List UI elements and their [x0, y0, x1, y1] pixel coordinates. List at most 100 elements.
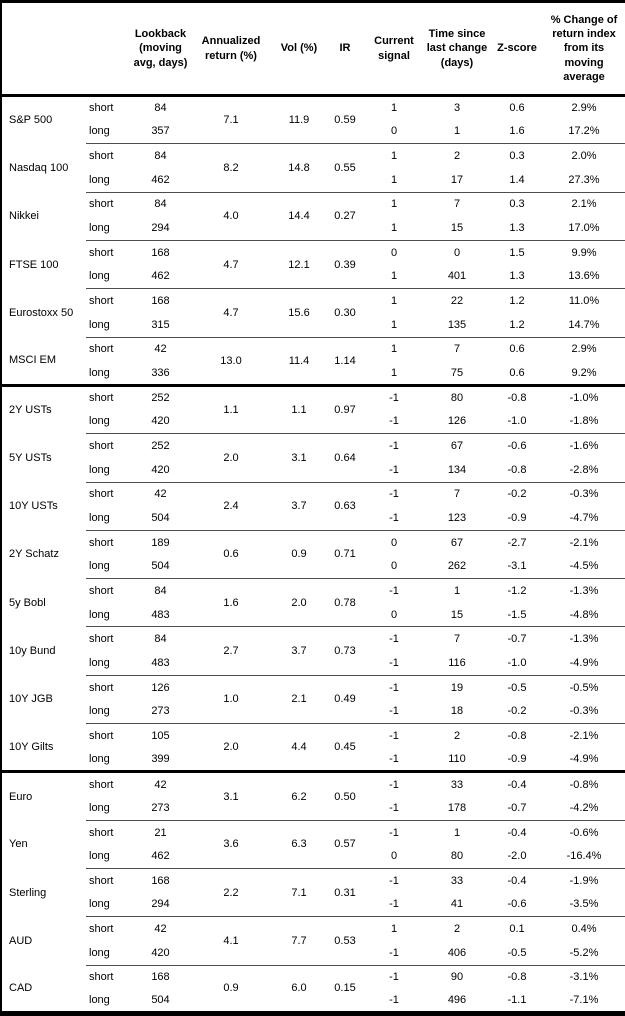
vol-value: 3.7 — [273, 626, 325, 676]
time-since-change-value: 33 — [423, 770, 491, 797]
time-since-change-value: 67 — [423, 433, 491, 458]
time-since-change-value: 7 — [423, 191, 491, 217]
vol-value: 12.1 — [273, 239, 325, 289]
time-since-change-value: 90 — [423, 964, 491, 990]
lookback-value: 504 — [151, 511, 170, 524]
z-score-value: -0.7 — [507, 801, 527, 814]
time-since-change-value: 7 — [423, 481, 491, 507]
signal-value: -1 — [389, 463, 399, 476]
table-row: AUD short 42 4.1 7.7 0.53 1 2 0.1 0.4% — [1, 916, 625, 966]
time-since-change-value: 116 — [448, 656, 466, 669]
horizon-label: short — [86, 626, 132, 652]
signal-value: -1 — [365, 819, 423, 845]
ir-value: 0.63 — [325, 481, 365, 531]
time-since-change-value: 496 — [447, 994, 467, 1007]
lookback-value: 420 — [151, 946, 170, 959]
pct-change-value: 9.9% — [543, 239, 625, 265]
lookback-value: 294 — [151, 898, 170, 911]
lookback-value: 42 — [132, 916, 189, 941]
time-since-change-value: 123 — [447, 511, 467, 524]
lookback-value: 168 — [132, 867, 189, 893]
time-since-change-value: 41 — [450, 898, 464, 911]
lookback-value: 462 — [151, 270, 170, 283]
horizon-label: long — [89, 415, 110, 428]
signal-value: 1 — [365, 143, 423, 168]
time-since-change-value: 80 — [450, 850, 464, 863]
table-row: long 273 -1 18 -0.2 -0.3% — [1, 699, 625, 723]
annualized-return-value: 1.6 — [189, 578, 273, 627]
pct-change-value: -2.8% — [569, 463, 599, 476]
pct-change-value: 17.2% — [568, 125, 600, 138]
z-score-value: -3.1 — [507, 560, 527, 573]
annualized-return-value: 0.9 — [189, 964, 273, 1014]
horizon-label: short — [86, 916, 132, 941]
lookback-value: 168 — [132, 288, 189, 313]
z-score-value: 0.6 — [509, 366, 525, 379]
z-score-value: -2.7 — [491, 529, 543, 555]
signal-value: -1 — [365, 481, 423, 507]
pct-change-value: 2.9% — [571, 102, 597, 115]
col-header-signal: Current signal — [365, 1, 423, 97]
col-header-ann-return: Annualized return (%) — [189, 1, 273, 97]
annualized-return-value: 2.0 — [189, 723, 273, 772]
signal-value: 0 — [365, 529, 423, 555]
vol-value: 11.4 — [273, 336, 325, 386]
table-row: long 357 0 1 1.6 17.2% — [1, 120, 625, 144]
time-since-change-value: 262 — [447, 560, 467, 573]
ir-value: 0.71 — [325, 529, 365, 579]
z-score-value: 0.1 — [491, 916, 543, 941]
lookback-value: 126 — [132, 674, 189, 700]
lookback-value: 399 — [151, 753, 170, 766]
pct-change-value: 2.0% — [543, 143, 625, 168]
table-row: long 273 -1 178 -0.7 -4.2% — [1, 796, 625, 820]
signal-value: -1 — [365, 964, 423, 990]
lookback-value: 315 — [151, 318, 170, 331]
pct-change-value: -1.3% — [543, 626, 625, 652]
asset-name: 10y Bund — [9, 645, 56, 658]
pct-change-value: -4.2% — [569, 801, 599, 814]
pct-change-value: -4.8% — [569, 608, 599, 621]
pct-change-value: -2.1% — [543, 723, 625, 748]
ir-value: 0.50 — [325, 770, 365, 821]
z-score-value: -0.2 — [507, 705, 527, 718]
col-header-pct-change: % Change of return index from its moving… — [543, 1, 625, 97]
signal-value: -1 — [389, 415, 399, 428]
table-body: S&P 500 short 84 7.1 11.9 0.59 1 3 0.6 2.9% long 35… — [1, 96, 625, 1014]
time-since-change-value: 401 — [447, 270, 467, 283]
table-row: long 483 0 15 -1.5 -4.8% — [1, 603, 625, 627]
time-since-change-value: 19 — [423, 674, 491, 700]
horizon-label: long — [89, 753, 110, 766]
ir-value: 0.31 — [325, 867, 365, 917]
lookback-value: 84 — [132, 626, 189, 652]
horizon-label: short — [86, 770, 132, 797]
vol-value: 14.4 — [273, 191, 325, 241]
horizon-label: short — [86, 433, 132, 458]
horizon-label: long — [89, 222, 110, 235]
time-since-change-value: 17 — [450, 173, 464, 186]
table-row: long 315 1 135 1.2 14.7% — [1, 313, 625, 337]
pct-change-value: -1.9% — [543, 867, 625, 893]
table-row: CAD short 168 0.9 6.0 0.15 -1 90 -0.8 -3.1% — [1, 964, 625, 1014]
signal-value: 1 — [365, 916, 423, 941]
time-since-change-value: 80 — [423, 383, 491, 410]
time-since-change-value: 75 — [450, 366, 464, 379]
asset-name: 10Y Gilts — [9, 740, 54, 753]
time-since-change-value: 15 — [450, 608, 464, 621]
z-score-value: 1.5 — [491, 239, 543, 265]
vol-value: 6.2 — [273, 770, 325, 821]
lookback-value: 252 — [132, 433, 189, 458]
asset-name: Yen — [9, 838, 28, 851]
pct-change-value: -1.3% — [543, 578, 625, 603]
ir-value: 0.57 — [325, 819, 365, 869]
horizon-label: short — [86, 964, 132, 990]
lookback-value: 462 — [151, 850, 170, 863]
vol-value: 6.3 — [273, 819, 325, 869]
time-since-change-value: 7 — [423, 626, 491, 652]
annualized-return-value: 0.6 — [189, 529, 273, 579]
pct-change-value: -7.1% — [569, 994, 599, 1007]
pct-change-value: 11.0% — [543, 288, 625, 313]
horizon-label: long — [89, 705, 110, 718]
lookback-value: 105 — [132, 723, 189, 748]
time-since-change-value: 178 — [447, 801, 467, 814]
pct-change-value: -4.9% — [569, 753, 599, 766]
